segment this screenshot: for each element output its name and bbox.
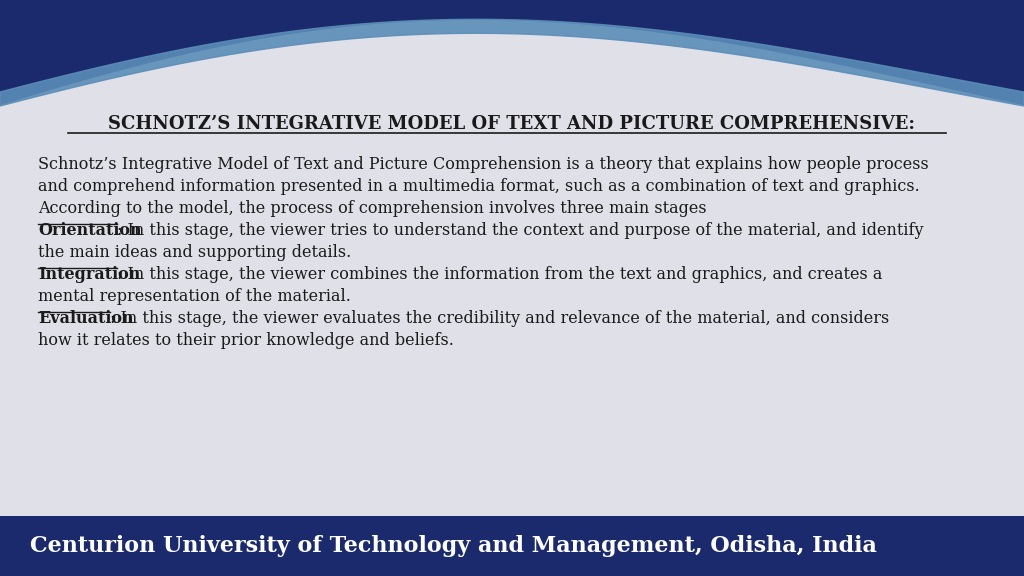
- Text: SCHNOTZ’S INTEGRATIVE MODEL OF TEXT AND PICTURE COMPREHENSIVE:: SCHNOTZ’S INTEGRATIVE MODEL OF TEXT AND …: [109, 115, 915, 133]
- Text: how it relates to their prior knowledge and beliefs.: how it relates to their prior knowledge …: [38, 332, 454, 349]
- Text: Centurion University of Technology and Management, Odisha, India: Centurion University of Technology and M…: [30, 535, 877, 557]
- Text: Schnotz’s Integrative Model of Text and Picture Comprehension is a theory that e: Schnotz’s Integrative Model of Text and …: [38, 156, 929, 173]
- Text: Evaluation: Evaluation: [38, 310, 133, 327]
- Text: and comprehend information presented in a multimedia format, such as a combinati: and comprehend information presented in …: [38, 178, 920, 195]
- Polygon shape: [0, 0, 1024, 106]
- Text: : In this stage, the viewer combines the information from the text and graphics,: : In this stage, the viewer combines the…: [117, 266, 883, 283]
- Text: mental representation of the material.: mental representation of the material.: [38, 288, 351, 305]
- Text: : In this stage, the viewer tries to understand the context and purpose of the m: : In this stage, the viewer tries to und…: [117, 222, 924, 239]
- Text: According to the model, the process of comprehension involves three main stages: According to the model, the process of c…: [38, 200, 707, 217]
- Text: Orientation: Orientation: [38, 222, 141, 239]
- Text: Integration: Integration: [38, 266, 140, 283]
- Text: the main ideas and supporting details.: the main ideas and supporting details.: [38, 244, 351, 261]
- Text: : In this stage, the viewer evaluates the credibility and relevance of the mater: : In this stage, the viewer evaluates th…: [110, 310, 889, 327]
- Polygon shape: [0, 516, 1024, 576]
- Polygon shape: [0, 106, 1024, 516]
